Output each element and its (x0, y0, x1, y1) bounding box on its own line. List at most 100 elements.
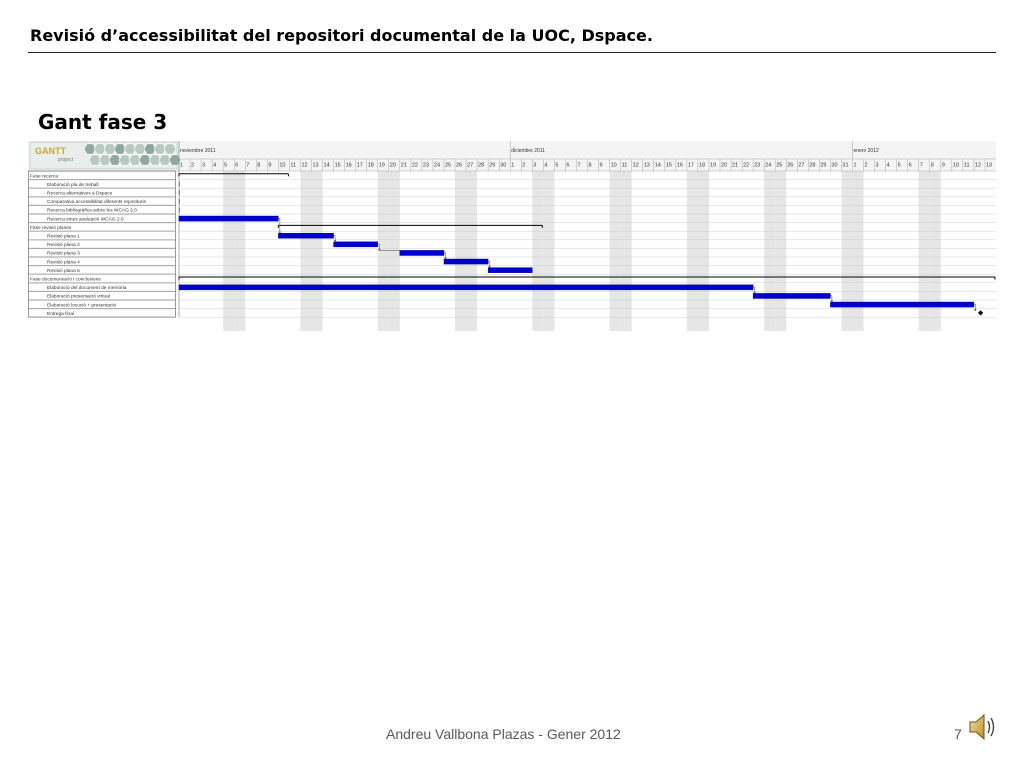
logo-hexagon (143, 143, 157, 155)
task-name: Elaboració locució + presentació (47, 302, 117, 308)
day-label: 10 (611, 163, 617, 169)
day-label: 14 (655, 163, 661, 169)
task-name: Fase documentació i conclusions (30, 277, 101, 283)
day-label: 3 (533, 163, 536, 169)
dependency-arrow (377, 248, 381, 251)
logo-hexagon (98, 154, 112, 166)
dependency-line (973, 304, 976, 311)
day-label: 2 (191, 163, 194, 169)
day-label: 15 (335, 163, 341, 169)
day-label: 20 (390, 163, 396, 169)
day-label: 12 (633, 163, 639, 169)
day-label: 18 (699, 163, 705, 169)
logo-hexagon (128, 154, 142, 166)
day-label: 22 (743, 163, 749, 169)
logo-hexagon (133, 143, 147, 155)
page-number: 7 (954, 726, 962, 742)
weekend-column (532, 171, 544, 331)
day-label: 14 (324, 163, 330, 169)
task-bar (752, 293, 831, 299)
task-name: Revisió plana 2 (47, 242, 80, 248)
footer-text: Andreu Vallbona Plazas - Gener 2012 (386, 726, 621, 742)
day-label: 30 (831, 163, 837, 169)
day-label: 13 (312, 163, 318, 169)
dependency-arrow (444, 257, 447, 259)
task-name: Revisió plana 5 (47, 268, 80, 274)
day-label: 24 (434, 163, 440, 169)
day-label: 9 (268, 163, 271, 169)
day-label: 8 (589, 163, 592, 169)
task-name: Revisió plana 1 (47, 234, 80, 240)
day-label: 9 (942, 163, 945, 169)
day-label: 23 (754, 163, 760, 169)
day-label: 2 (865, 163, 868, 169)
day-label: 6 (909, 163, 912, 169)
dependency-arrow (333, 240, 337, 242)
logo-hexagon (93, 143, 107, 155)
day-label: 8 (931, 163, 934, 169)
day-label: 16 (346, 163, 352, 169)
weekend-column (455, 171, 467, 331)
day-label: 13 (986, 163, 992, 169)
day-label: 11 (964, 163, 970, 169)
day-label: 11 (622, 163, 628, 169)
month-label: diciembre 2011 (511, 148, 545, 154)
day-label: 1 (180, 163, 183, 169)
weekend-column (311, 171, 323, 331)
day-label: 28 (478, 163, 484, 169)
weekend-column (223, 171, 235, 331)
day-label: 30 (500, 163, 506, 169)
task-bar (333, 241, 378, 248)
task-name: Recerca bibliogràfica sobre les WCAG 2.0 (47, 208, 137, 214)
task-name: Fase recerca (30, 173, 58, 179)
day-label: 7 (577, 163, 580, 169)
weekend-column (543, 171, 555, 331)
day-label: 4 (544, 163, 547, 169)
speaker-icon[interactable] (964, 710, 998, 744)
logo-hexagon (148, 154, 162, 166)
day-label: 19 (710, 163, 716, 169)
dependency-arrow (830, 300, 834, 302)
slide-header: Revisió d’accessibilitat del repositori … (30, 26, 653, 45)
task-table-border (28, 170, 176, 318)
day-label: 25 (776, 163, 782, 169)
weekend-column (697, 171, 709, 331)
logo-hexagon (163, 143, 177, 155)
dependency-line (377, 243, 400, 251)
day-label: 6 (235, 163, 238, 169)
weekend-column (609, 171, 621, 331)
weekend-column (764, 171, 776, 331)
day-label: 17 (688, 163, 694, 169)
weekend-column (929, 171, 941, 331)
logo-hexagon (118, 154, 132, 166)
day-label: 16 (677, 163, 683, 169)
task-bar (487, 267, 533, 273)
weekend-column (775, 171, 787, 331)
day-label: 18 (368, 163, 374, 169)
gantt-header (28, 141, 996, 171)
task-bar (399, 250, 445, 256)
dependency-arrow (278, 231, 282, 234)
weekend-column (841, 171, 853, 331)
day-label: 10 (279, 163, 285, 169)
day-label: 8 (257, 163, 260, 169)
task-name: Recerca alternatives a Dspace (47, 191, 113, 197)
day-label: 2 (522, 163, 525, 169)
task-name: Entrega final (47, 311, 74, 317)
day-label: 1 (511, 163, 514, 169)
day-label: 11 (290, 163, 296, 169)
day-label: 27 (467, 163, 473, 169)
day-label: 13 (644, 163, 650, 169)
weekend-column (852, 171, 864, 331)
day-label: 1 (853, 163, 856, 169)
dependency-line (278, 218, 281, 234)
weekend-column (918, 171, 930, 331)
logo-hexagon (138, 154, 152, 166)
day-label: 5 (224, 163, 227, 169)
logo-hexagon (83, 143, 97, 155)
day-label: 15 (666, 163, 672, 169)
slide-title: Gant fase 3 (38, 110, 168, 134)
day-label: 3 (876, 163, 879, 169)
day-label: 3 (202, 163, 205, 169)
